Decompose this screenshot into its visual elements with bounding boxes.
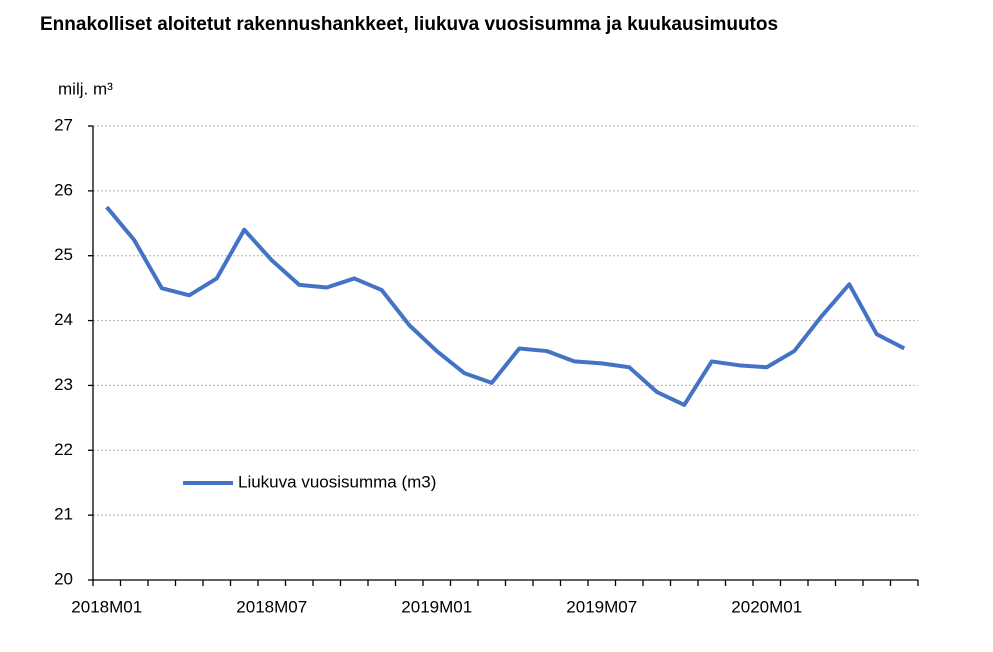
x-tick-label: 2018M07 [236, 597, 307, 616]
y-tick-label: 21 [54, 505, 73, 524]
x-tick-label: 2020M01 [731, 597, 802, 616]
y-tick-label: 20 [54, 569, 73, 588]
y-tick-label: 27 [54, 115, 73, 134]
y-tick-label: 22 [54, 440, 73, 459]
series-line [105, 205, 906, 407]
chart-title: Ennakolliset aloitetut rakennushankkeet,… [40, 14, 778, 35]
y-axis-label: milj. m³ [58, 79, 113, 98]
x-tick-label: 2019M01 [401, 597, 472, 616]
legend-label: Liukuva vuosisumma (m3) [238, 472, 436, 491]
y-tick-label: 26 [54, 180, 73, 199]
y-tick-label: 24 [54, 310, 73, 329]
y-tick-label: 23 [54, 375, 73, 394]
y-tick-label: 25 [54, 245, 73, 264]
x-tick-label: 2018M01 [71, 597, 142, 616]
x-tick-label: 2019M07 [566, 597, 637, 616]
